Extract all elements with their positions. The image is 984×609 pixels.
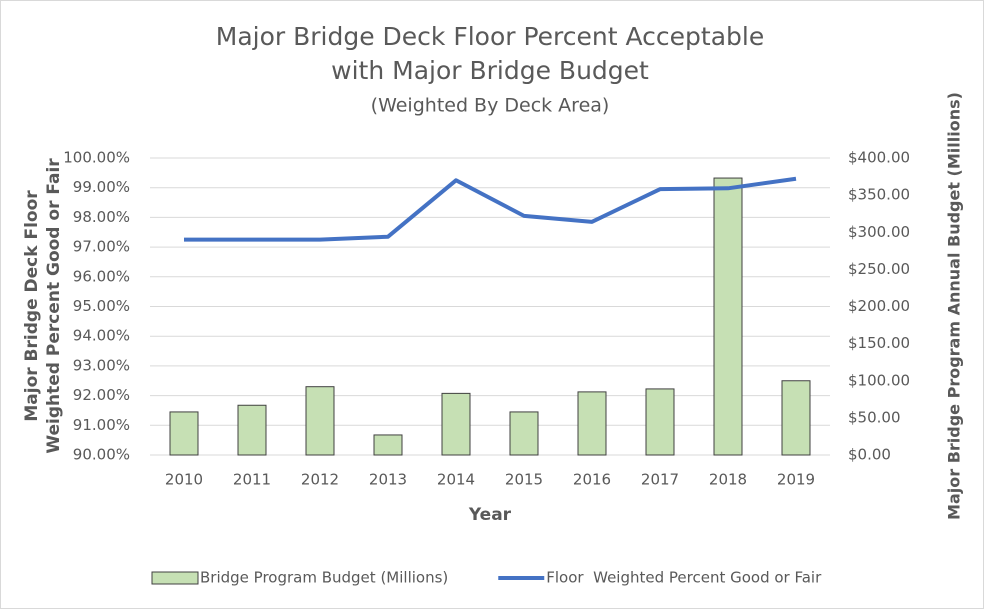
x-tick-label: 2011 [233,471,271,489]
y-tick-label: 98.00% [73,208,130,226]
chart-title: with Major Bridge Budget [331,56,649,85]
y2-axis-title: Major Bridge Program Annual Budget (Mill… [945,92,964,520]
x-tick-label: 2018 [709,471,747,489]
legend-swatch [151,571,199,585]
x-axis-title: Year [468,505,512,525]
line [184,176,797,242]
y-tick-label: 97.00% [73,238,130,256]
y-axis-title: Major Bridge Deck Floor [22,190,42,422]
chart-title: Major Bridge Deck Floor Percent Acceptab… [216,22,764,51]
y2-tick-label: $200.00 [848,297,910,315]
y2-tick-label: $0.00 [848,446,891,464]
x-tick-label: 2015 [505,471,543,489]
bar [509,411,539,456]
legend-label: Bridge Program Budget (Millions) [200,569,448,587]
y-tick-label: 99.00% [73,178,130,196]
x-tick-label: 2010 [165,471,203,489]
chart-subtitle: (Weighted By Deck Area) [371,95,610,117]
x-tick-label: 2019 [777,471,815,489]
y-tick-label: 100.00% [63,149,130,167]
bar [781,380,811,456]
y-tick-label: 90.00% [73,446,130,464]
y-axis-title: Weighted Percent Good or Fair [44,158,64,454]
y2-tick-label: $350.00 [848,186,910,204]
x-tick-label: 2016 [573,471,611,489]
bar [373,434,403,456]
bar [577,391,607,456]
bar [645,388,675,456]
y-tick-label: 94.00% [73,327,130,345]
y-tick-label: 91.00% [73,416,130,434]
y2-tick-label: $100.00 [848,371,910,389]
legend-label: Floor Weighted Percent Good or Fair [546,569,822,587]
y-tick-label: 96.00% [73,267,130,285]
x-tick-label: 2012 [301,471,339,489]
bar [169,411,199,456]
y2-tick-label: $300.00 [848,223,910,241]
bar [713,177,743,456]
y-tick-label: 95.00% [73,297,130,315]
y2-tick-label: $400.00 [848,149,910,167]
y-tick-label: 92.00% [73,386,130,404]
bar [237,404,267,456]
x-tick-label: 2017 [641,471,679,489]
x-tick-label: 2013 [369,471,407,489]
bar [441,392,471,456]
x-tick-label: 2014 [437,471,475,489]
y2-tick-label: $250.00 [848,260,910,278]
y2-tick-label: $50.00 [848,408,901,426]
y-tick-label: 93.00% [73,356,130,374]
bar [305,386,335,456]
y2-tick-label: $150.00 [848,334,910,352]
